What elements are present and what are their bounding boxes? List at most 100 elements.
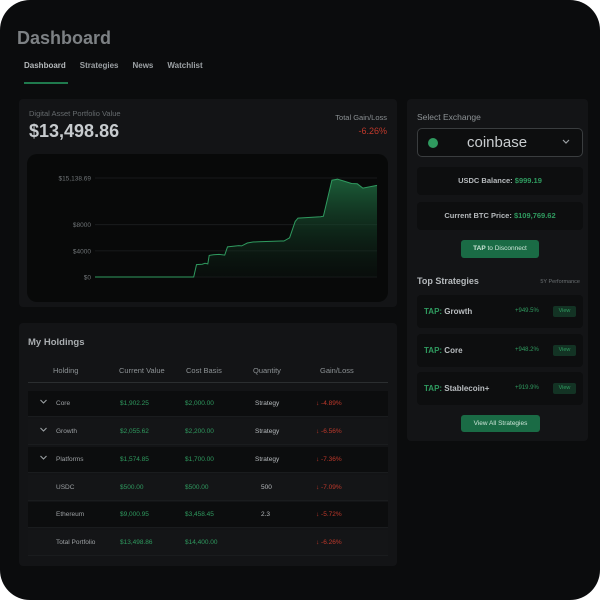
current-value: $500.00	[120, 484, 144, 491]
quantity: Strategy	[255, 428, 280, 435]
total-gain-label: Total Gain/Loss	[335, 113, 387, 122]
select-exchange-label: Select Exchange	[417, 112, 481, 122]
strategy-label: Stablecoin+	[442, 384, 490, 393]
holding-name: Core	[56, 400, 71, 407]
holdings-title: My Holdings	[28, 337, 85, 348]
chevron-down-icon[interactable]	[40, 454, 47, 461]
quantity: 2.3	[261, 511, 271, 518]
quantity: 500	[261, 484, 272, 491]
chart-svg: $15,138.69 $8000 $4000 $0	[58, 176, 378, 282]
exchange-select[interactable]: coinbase	[417, 128, 583, 157]
holdings-card: My Holdings Holding Current Value Cost B…	[19, 323, 397, 566]
tab-news[interactable]: News	[132, 61, 154, 70]
quantity: Strategy	[255, 400, 280, 407]
y-tick-label: $0	[84, 275, 92, 282]
holding-name: USDC	[56, 484, 75, 491]
strategy-card-core[interactable]: TAP: Core +948.2% View	[417, 334, 583, 367]
chevron-down-icon[interactable]	[40, 426, 47, 433]
portfolio-card: Digital Asset Portfolio Value $13,498.86…	[19, 99, 397, 307]
cost-basis: $3,458.45	[185, 511, 214, 518]
gain-loss: ↓ -6.26%	[316, 539, 342, 546]
strategy-label: Core	[442, 346, 463, 355]
portfolio-chart: $15,138.69 $8000 $4000 $0	[27, 154, 388, 302]
top-strategies-title: Top Strategies	[417, 276, 479, 286]
holdings-header: Holding Current Value Cost Basis Quantit…	[28, 361, 388, 383]
gain-loss: ↓ -4.89%	[316, 400, 342, 407]
cost-basis: $14,400.00	[185, 539, 218, 546]
view-strategy-button[interactable]: View	[553, 306, 576, 317]
exchange-logo-icon	[428, 138, 438, 148]
strategy-name: TAP: Growth	[424, 307, 472, 316]
strategy-prefix: TAP:	[424, 346, 443, 355]
cost-basis: $1,700.00	[185, 456, 214, 463]
disconnect-button[interactable]: TAP to Disconnect	[461, 240, 539, 258]
strategy-name: TAP: Core	[424, 346, 463, 355]
strategy-name: TAP: Stablecoin+	[424, 384, 489, 393]
tab-strategies[interactable]: Strategies	[79, 61, 119, 70]
portfolio-value-label: Digital Asset Portfolio Value	[29, 109, 121, 118]
gain-loss: ↓ -5.72%	[316, 511, 342, 518]
strategy-label: Growth	[442, 307, 473, 316]
exchange-name: coinbase	[467, 134, 528, 151]
nav-tabs: Dashboard Strategies News Watchlist	[24, 61, 217, 84]
strategy-card-growth[interactable]: TAP: Growth +949.5% View	[417, 295, 583, 328]
gain-loss: ↓ -7.36%	[316, 456, 342, 463]
current-value: $2,055.62	[120, 428, 149, 435]
chevron-down-icon[interactable]	[40, 398, 47, 405]
usdc-balance-label: USDC Balance:	[458, 176, 513, 185]
strategy-performance: +949.5%	[515, 308, 539, 314]
view-all-strategies-button[interactable]: View All Strategies	[461, 415, 540, 432]
col-current-value: Current Value	[119, 366, 165, 375]
btc-price: Current BTC Price: $109,769.62	[417, 202, 583, 230]
btc-price-value: $109,769.62	[513, 211, 556, 220]
current-value: $9,000.95	[120, 511, 149, 518]
usdc-balance: USDC Balance: $999.19	[417, 167, 583, 195]
disconnect-bold: TAP	[473, 245, 486, 252]
view-strategy-button[interactable]: View	[553, 383, 576, 394]
tab-dashboard[interactable]: Dashboard	[24, 61, 68, 84]
total-gain-value: -6.26%	[358, 126, 387, 136]
table-row[interactable]: Growth $2,055.62 $2,200.00 Strategy ↓ -6.56%	[28, 419, 388, 445]
gain-loss: ↓ -6.56%	[316, 428, 342, 435]
tab-watchlist[interactable]: Watchlist	[167, 61, 203, 70]
y-tick-label: $4000	[73, 248, 91, 255]
top-strategies-subtitle: 5Y Performance	[540, 279, 580, 285]
table-row[interactable]: Core $1,902.25 $2,000.00 Strategy ↓ -4.89%	[28, 391, 388, 417]
y-tick-label: $8000	[73, 222, 91, 229]
holding-name: Total Portfolio	[56, 539, 96, 546]
disconnect-label: to Disconnect	[485, 245, 527, 252]
chart-line	[95, 178, 378, 278]
current-value: $1,574.85	[120, 456, 149, 463]
col-cost-basis: Cost Basis	[186, 366, 222, 375]
strategy-performance: +919.9%	[515, 385, 539, 391]
col-holding: Holding	[53, 366, 79, 375]
cost-basis: $2,000.00	[185, 400, 214, 407]
holding-name: Platforms	[56, 456, 84, 463]
table-row: Total Portfolio $13,498.86 $14,400.00 ↓ -6.…	[28, 530, 388, 556]
col-quantity: Quantity	[253, 366, 281, 375]
chart-area	[95, 179, 377, 277]
holding-name: Growth	[56, 428, 77, 435]
exchange-panel: Select Exchange coinbase USDC Balance: $…	[407, 99, 588, 441]
view-strategy-button[interactable]: View	[553, 345, 576, 356]
col-gain-loss: Gain/Loss	[320, 366, 354, 375]
table-row: Ethereum $9,000.95 $3,458.45 2.3 ↓ -5.72%	[28, 502, 388, 528]
gain-loss: ↓ -7.09%	[316, 484, 342, 491]
page-title: Dashboard	[17, 28, 112, 48]
strategy-performance: +948.2%	[515, 347, 539, 353]
cost-basis: $2,200.00	[185, 428, 214, 435]
y-tick-label: $15,138.69	[58, 176, 91, 183]
cost-basis: $500.00	[185, 484, 209, 491]
btc-price-label: Current BTC Price:	[444, 211, 512, 220]
current-value: $1,902.25	[120, 400, 149, 407]
portfolio-value: $13,498.86	[29, 121, 120, 141]
usdc-balance-value: $999.19	[514, 176, 542, 185]
table-row: USDC $500.00 $500.00 500 ↓ -7.09%	[28, 475, 388, 501]
strategy-card-stablecoin[interactable]: TAP: Stablecoin+ +919.9% View	[417, 372, 583, 405]
table-row[interactable]: Platforms $1,574.85 $1,700.00 Strategy ↓ -7.…	[28, 447, 388, 473]
strategy-prefix: TAP:	[424, 384, 443, 393]
chevron-down-icon	[562, 139, 570, 144]
quantity: Strategy	[255, 456, 280, 463]
current-value: $13,498.86	[120, 539, 153, 546]
